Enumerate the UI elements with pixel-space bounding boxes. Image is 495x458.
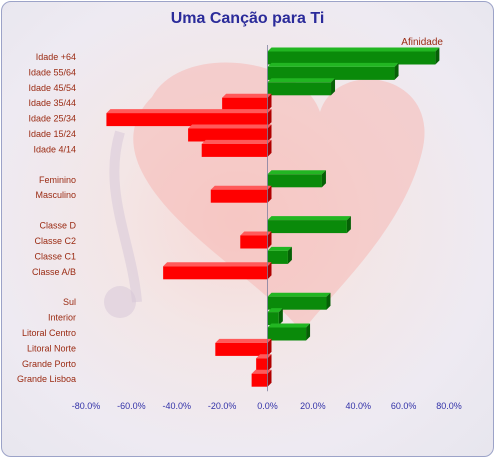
category-label: Masculino [35, 190, 76, 200]
bar-top-face [267, 246, 292, 251]
bar-side-face [394, 62, 399, 80]
bar-top-face [188, 124, 272, 129]
bar-top-face [251, 369, 272, 374]
category-label: Idade 15/24 [28, 129, 76, 139]
category-label: Idade 25/34 [28, 114, 76, 124]
category-label: Idade 55/64 [28, 67, 76, 77]
category-label: Idade 4/14 [33, 144, 76, 154]
bar [256, 358, 268, 372]
bar [222, 97, 268, 111]
x-tick-label: 40.0% [345, 401, 371, 411]
bar-top-face [210, 185, 272, 190]
bar-side-face [306, 323, 311, 341]
bar-top-face [106, 109, 272, 114]
bar [215, 342, 268, 356]
bar [267, 250, 288, 264]
bar [267, 82, 332, 96]
x-tick-label: -80.0% [72, 401, 101, 411]
bar-side-face [321, 170, 326, 188]
bar-top-face [267, 308, 283, 313]
bar-top-face [163, 262, 272, 267]
bar-side-face [267, 369, 272, 387]
bar-top-face [267, 323, 311, 328]
category-label: Sul [63, 297, 76, 307]
x-tick-label: -40.0% [162, 401, 191, 411]
bar [267, 174, 322, 188]
bar [240, 235, 268, 249]
bar-side-face [267, 354, 272, 372]
x-tick-label: 60.0% [391, 401, 417, 411]
bar-top-face [240, 231, 272, 236]
bar-side-face [267, 231, 272, 249]
bar [163, 266, 268, 280]
bar [267, 66, 395, 80]
bar [267, 312, 279, 326]
bar-top-face [267, 170, 326, 175]
x-tick-label: 80.0% [436, 401, 462, 411]
bar-side-face [278, 308, 283, 326]
bar-side-face [267, 109, 272, 127]
bar-top-face [215, 338, 272, 343]
bar-side-face [267, 185, 272, 203]
bar-side-face [346, 216, 351, 234]
bar [251, 373, 268, 387]
category-label: Litoral Centro [22, 328, 76, 338]
category-label: Classe D [39, 221, 76, 231]
legend-label: Afinidade [401, 37, 443, 48]
bar [267, 220, 347, 234]
bar [201, 143, 268, 157]
bar [210, 189, 268, 203]
category-label: Classe A/B [32, 267, 76, 277]
bar-top-face [267, 216, 351, 221]
category-label: Classe C2 [34, 236, 76, 246]
bar-top-face [267, 47, 440, 52]
category-label: Idade 45/54 [28, 83, 76, 93]
bar [106, 113, 268, 127]
x-tick-label: 0.0% [257, 401, 278, 411]
category-label: Idade 35/44 [28, 98, 76, 108]
category-label: Interior [48, 313, 76, 323]
bar-side-face [267, 262, 272, 280]
bar-side-face [287, 246, 292, 264]
bar-side-face [267, 338, 272, 356]
bar [267, 327, 307, 341]
bar-side-face [435, 47, 440, 65]
chart-title: Uma Canção para Ti [170, 10, 325, 27]
x-tick-label: -20.0% [208, 401, 237, 411]
category-label: Litoral Norte [27, 343, 76, 353]
category-label: Classe C1 [34, 251, 76, 261]
bar-top-face [267, 78, 336, 83]
bar [188, 128, 268, 142]
bar-side-face [267, 139, 272, 157]
category-label: Grande Porto [22, 359, 76, 369]
bar-top-face [267, 292, 331, 297]
bar [267, 51, 436, 65]
bar-side-face [331, 78, 336, 96]
bar-side-face [267, 93, 272, 111]
category-label: Idade +64 [36, 52, 76, 62]
bar-side-face [267, 124, 272, 142]
category-label: Grande Lisboa [17, 374, 76, 384]
bar-top-face [222, 93, 272, 98]
bar-top-face [201, 139, 272, 144]
x-tick-label: 20.0% [300, 401, 326, 411]
x-tick-label: -60.0% [117, 401, 146, 411]
bar-top-face [267, 62, 399, 67]
bar-side-face [326, 292, 331, 310]
bar [267, 296, 327, 310]
category-label: Feminino [39, 175, 76, 185]
